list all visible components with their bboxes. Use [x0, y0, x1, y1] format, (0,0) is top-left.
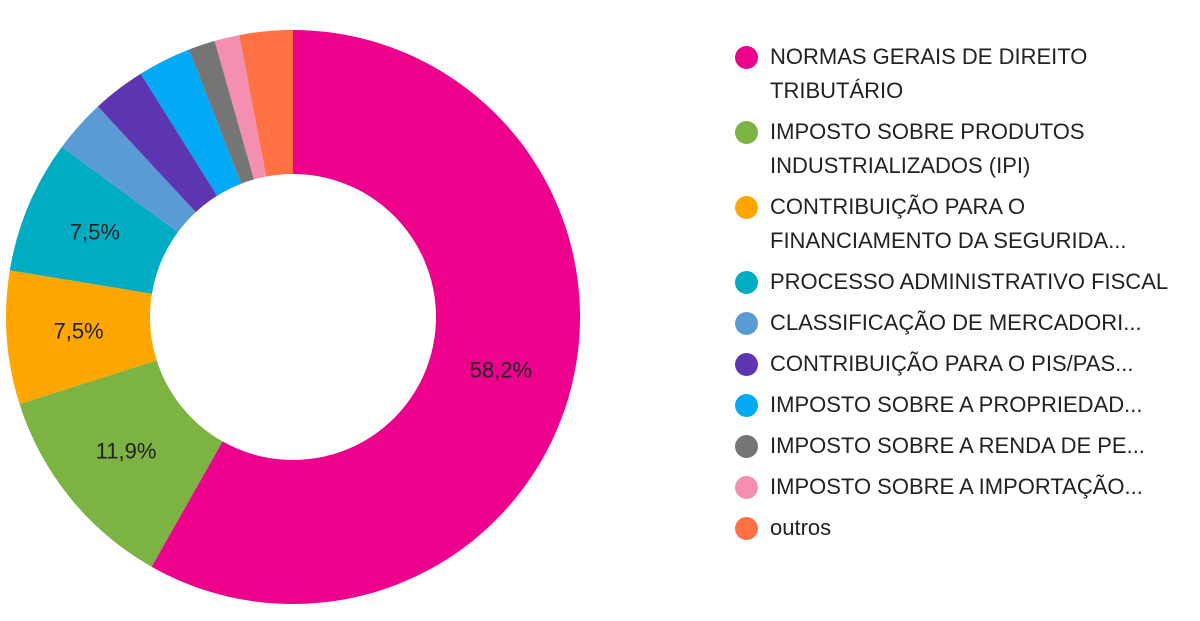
- legend-item: CONTRIBUIÇÃO PARA O PIS/PAS...: [735, 347, 1190, 381]
- legend: NORMAS GERAIS DE DIREITO TRIBUTÁRIO IMPOS…: [735, 40, 1190, 552]
- legend-item: CLASSIFICAÇÃO DE MERCADORI...: [735, 306, 1190, 340]
- legend-swatch: [735, 353, 758, 376]
- chart: 58,2% 11,9% 7,5% 7,5%: [5, 30, 580, 604]
- legend-swatch: [735, 517, 758, 540]
- legend-item: IMPOSTO SOBRE A PROPRIEDAD...: [735, 388, 1190, 422]
- slice: [5, 270, 157, 404]
- legend-swatch: [735, 476, 758, 499]
- legend-item: PROCESSO ADMINISTRATIVO FISCAL: [735, 265, 1190, 299]
- legend-swatch: [735, 271, 758, 294]
- data-label: 7,5%: [70, 219, 120, 244]
- legend-label: CLASSIFICAÇÃO DE MERCADORI...: [770, 310, 1142, 335]
- slice: [214, 35, 267, 180]
- slice: [97, 73, 218, 213]
- slice: [140, 49, 242, 196]
- legend-item: outros: [735, 511, 1190, 545]
- legend-item: NORMAS GERAIS DE DIREITO TRIBUTÁRIO: [735, 40, 1190, 108]
- legend-label: outros: [770, 515, 832, 540]
- legend-label: IMPOSTO SOBRE A RENDA DE PE...: [770, 433, 1145, 458]
- legend-swatch: [735, 121, 758, 144]
- slice: [61, 106, 196, 233]
- slice: [239, 30, 293, 177]
- data-label: 58,2%: [470, 358, 532, 383]
- legend-item: CONTRIBUIÇÃO PARA O FINANCIAMENTO DA SEG…: [735, 190, 1190, 258]
- legend-swatch: [735, 46, 758, 69]
- legend-label: CONTRIBUIÇÃO PARA O FINANCIAMENTO DA SEG…: [770, 194, 1127, 253]
- legend-label: NORMAS GERAIS DE DIREITO TRIBUTÁRIO: [770, 44, 1088, 103]
- legend-item: IMPOSTO SOBRE PRODUTOS INDUSTRIALIZADOS …: [735, 115, 1190, 183]
- legend-label: CONTRIBUIÇÃO PARA O PIS/PAS...: [770, 351, 1134, 376]
- legend-label: IMPOSTO SOBRE A PROPRIEDAD...: [770, 392, 1143, 417]
- slice: [19, 360, 223, 567]
- data-label: 11,9%: [96, 438, 157, 463]
- legend-label: IMPOSTO SOBRE A IMPORTAÇÃO...: [770, 474, 1143, 499]
- legend-swatch: [735, 312, 758, 335]
- legend-label: IMPOSTO SOBRE PRODUTOS INDUSTRIALIZADOS …: [770, 119, 1085, 178]
- slice: [151, 30, 580, 604]
- legend-swatch: [735, 394, 758, 417]
- slice: [9, 146, 178, 294]
- legend-item: IMPOSTO SOBRE A IMPORTAÇÃO...: [735, 470, 1190, 504]
- data-label: 7,5%: [53, 318, 103, 343]
- slice: [189, 40, 254, 184]
- legend-swatch: [735, 196, 758, 219]
- legend-item: IMPOSTO SOBRE A RENDA DE PE...: [735, 429, 1190, 463]
- legend-swatch: [735, 435, 758, 458]
- legend-label: PROCESSO ADMINISTRATIVO FISCAL: [770, 269, 1169, 294]
